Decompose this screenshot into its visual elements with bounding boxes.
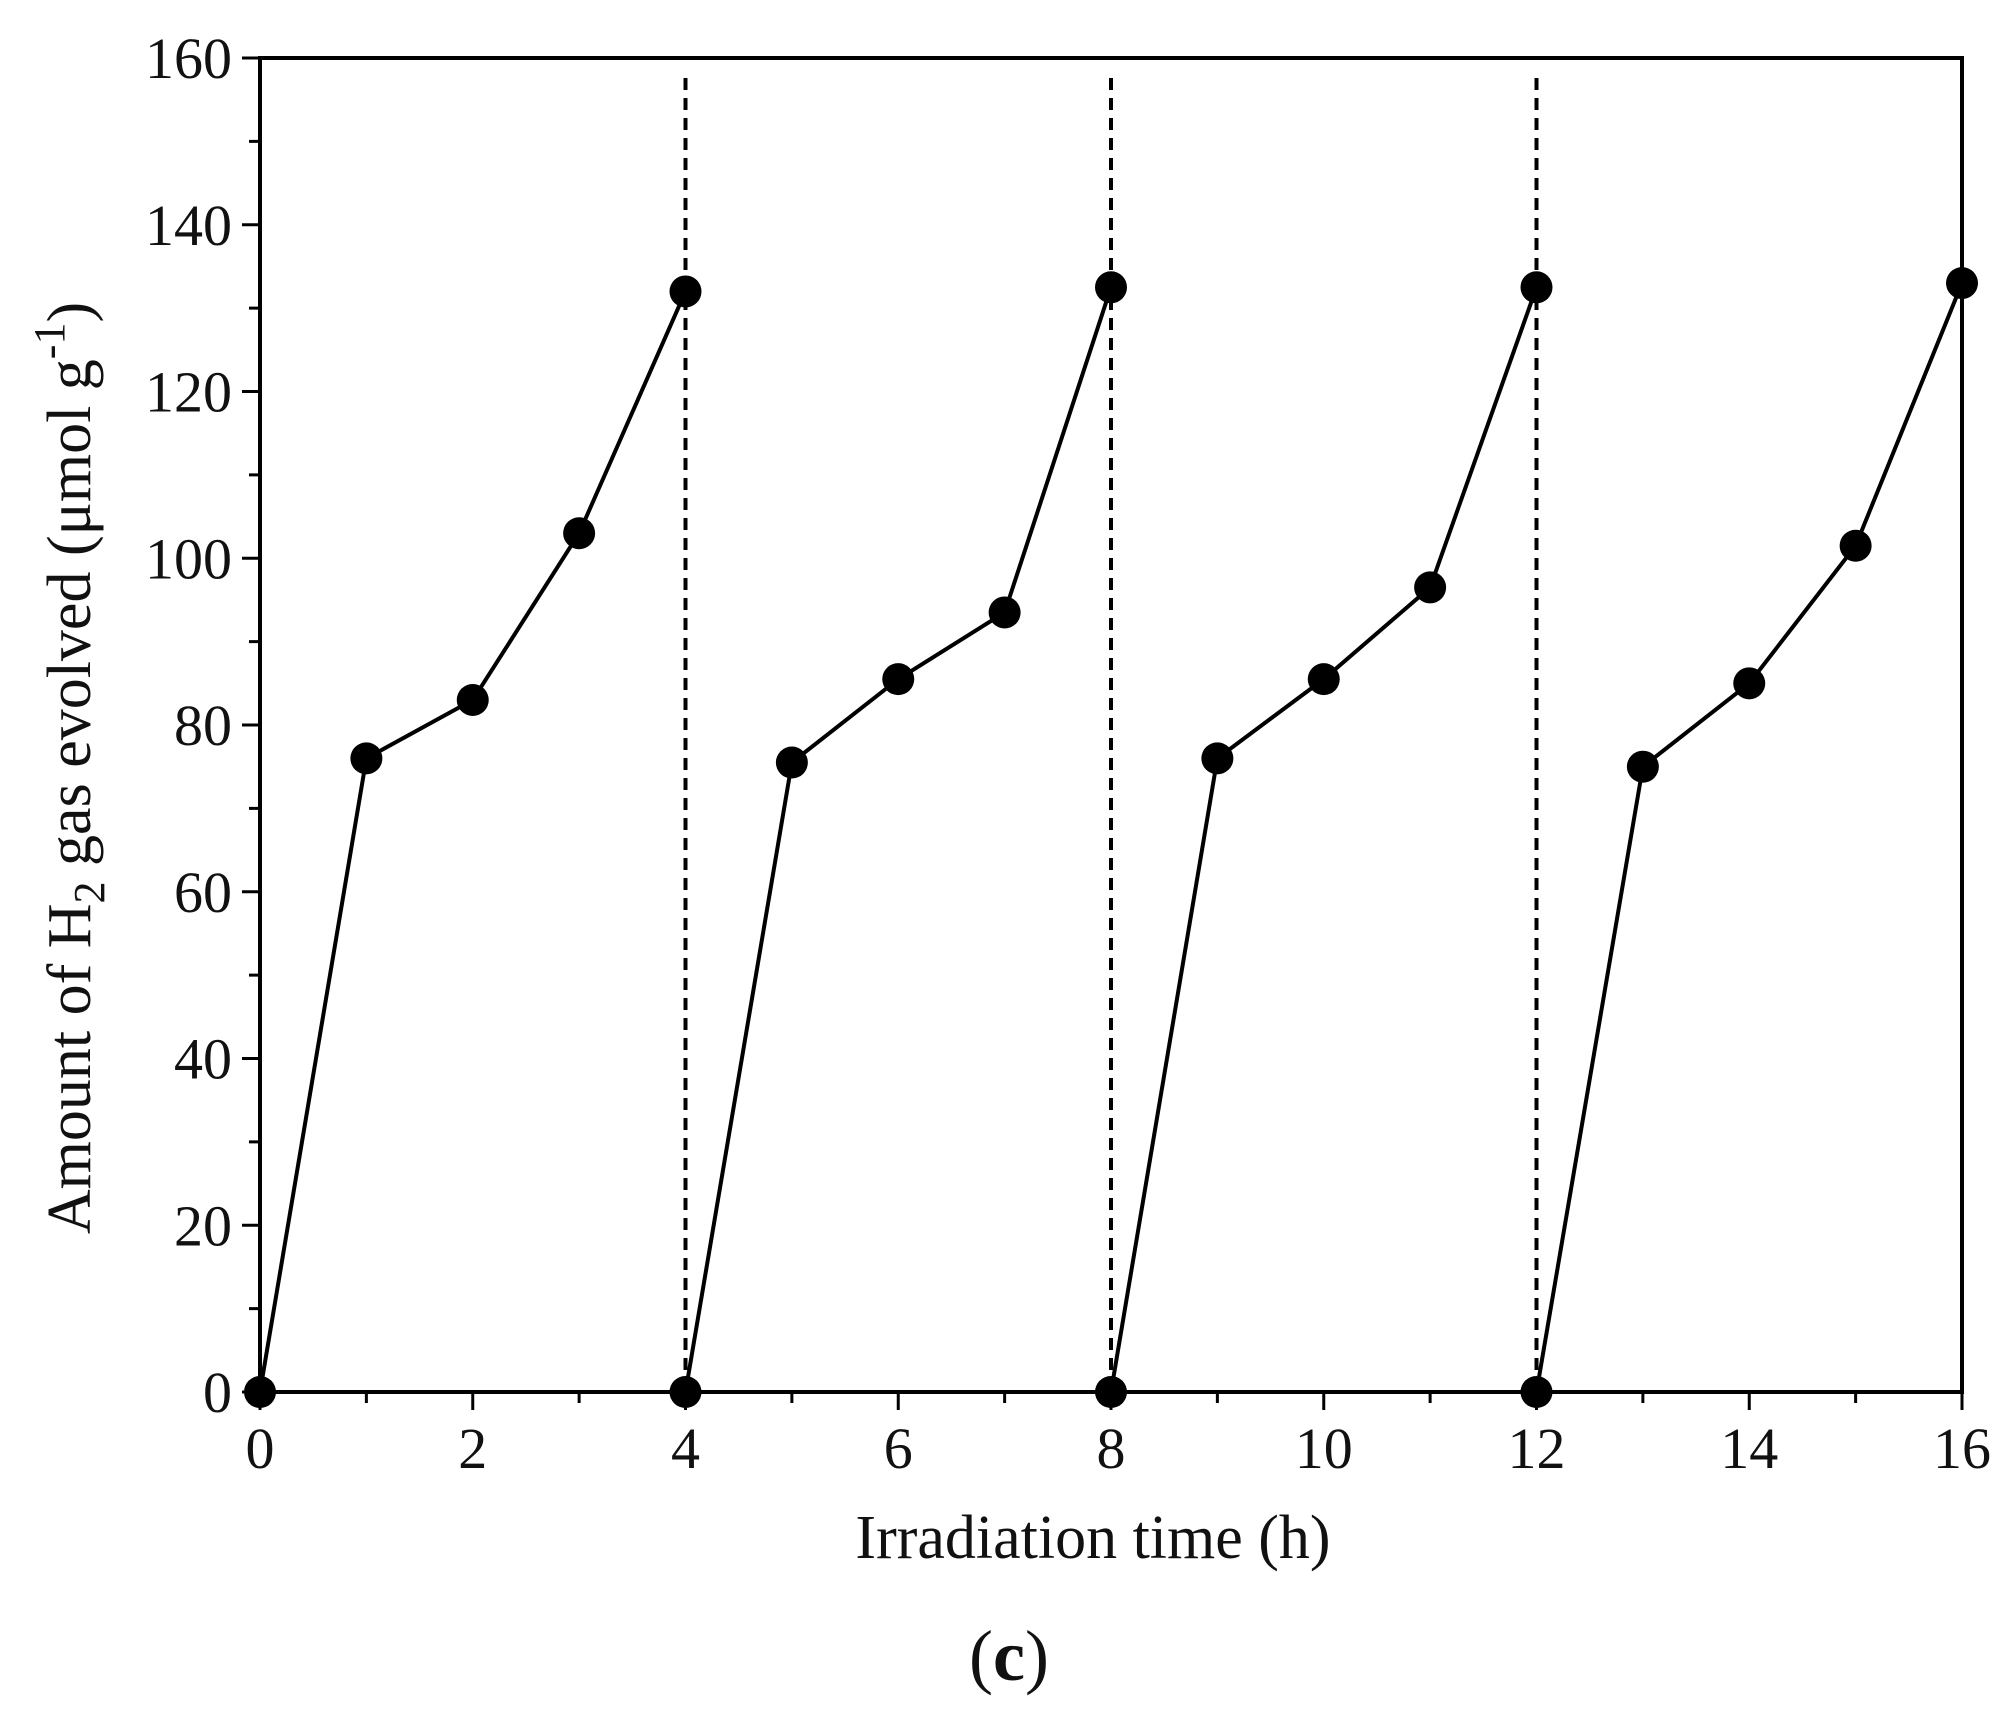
data-point — [775, 746, 808, 779]
data-point — [1733, 667, 1766, 700]
y-axis-title-middle: gas evolved (μmol g — [36, 359, 104, 881]
y-tick-label: 120 — [145, 360, 232, 425]
data-point — [1626, 750, 1659, 783]
series-line-cycle-3 — [1109, 286, 1539, 1393]
x-tick-label: 10 — [1295, 1416, 1353, 1481]
data-point — [1201, 742, 1234, 775]
panel-label-open: ( — [969, 1616, 993, 1696]
x-tick-label: 12 — [1508, 1416, 1566, 1481]
y-tick-label: 140 — [145, 193, 232, 258]
data-point — [563, 517, 596, 550]
series-layer — [244, 267, 1978, 1408]
x-tick-label: 8 — [1097, 1416, 1126, 1481]
x-tick-label: 2 — [458, 1416, 487, 1481]
y-axis-title-prefix: Amount of H — [36, 903, 104, 1234]
data-point — [1095, 271, 1127, 304]
data-point — [1307, 663, 1340, 696]
y-axis-title-suffix: ) — [36, 302, 104, 323]
x-axis-title: Irradiation time (h) — [855, 1504, 1330, 1572]
y-axis-title-superscript: -1 — [25, 323, 74, 360]
data-point — [1839, 529, 1872, 562]
y-tick-label: 60 — [174, 860, 232, 925]
data-point — [1414, 571, 1447, 604]
y-tick-label: 100 — [145, 526, 232, 591]
panel-label-close: ) — [1025, 1616, 1049, 1696]
y-axis-title-subscript: 2 — [65, 881, 114, 903]
series-line-cycle-1 — [258, 290, 688, 1393]
x-tick-label: 4 — [671, 1416, 700, 1481]
data-point — [882, 663, 915, 696]
x-tick-label: 6 — [884, 1416, 913, 1481]
y-tick-label: 160 — [145, 26, 232, 91]
data-point — [669, 275, 702, 308]
data-point — [350, 742, 383, 775]
x-tick-label: 16 — [1933, 1416, 1991, 1481]
y-tick-label: 40 — [174, 1027, 232, 1092]
x-tick-label: 14 — [1720, 1416, 1778, 1481]
y-tick-label: 20 — [174, 1193, 232, 1258]
data-point — [456, 683, 489, 716]
y-tick-label: 80 — [174, 693, 232, 758]
panel-label: (c) — [969, 1616, 1049, 1696]
x-tick-label: 0 — [246, 1416, 275, 1481]
panel-label-letter: c — [993, 1616, 1025, 1696]
data-point — [1520, 271, 1553, 304]
y-tick-label: 0 — [203, 1360, 232, 1425]
series-line-cycle-4 — [1534, 282, 1964, 1393]
data-point — [988, 596, 1021, 629]
series-line-cycle-2 — [683, 286, 1113, 1393]
y-axis-title: Amount of H2 gas evolved (μmol g-1) — [25, 302, 114, 1234]
